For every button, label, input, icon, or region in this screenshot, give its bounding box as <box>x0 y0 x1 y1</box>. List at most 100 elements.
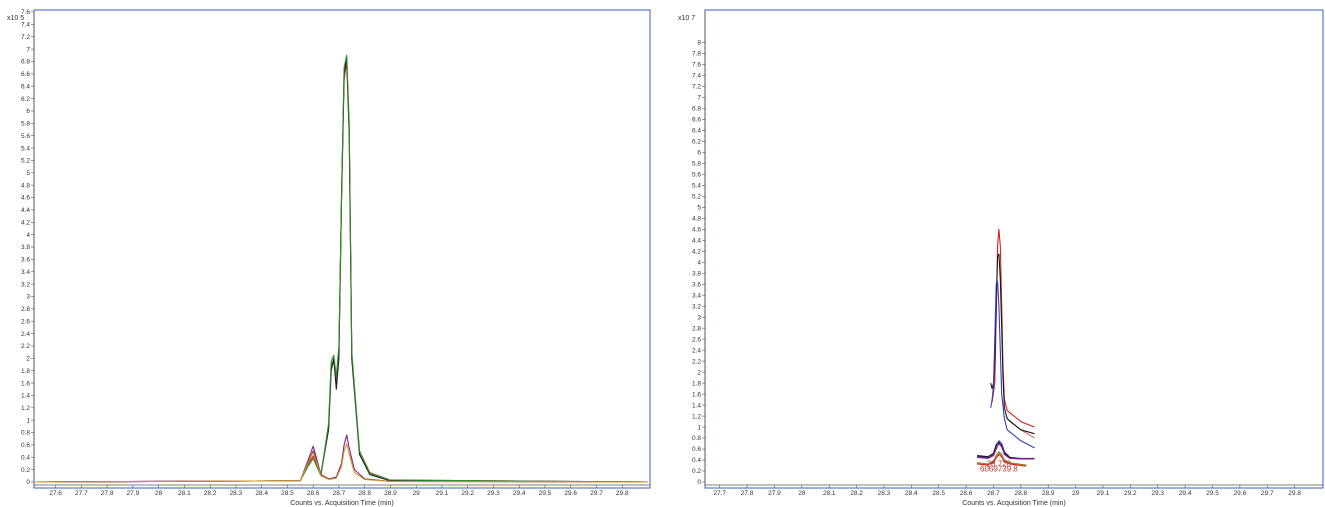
x-tick-label: 29.5 <box>1206 490 1219 497</box>
y-tick-label: 1.2 <box>692 413 701 420</box>
y-multiplier-label: x10 7 <box>678 15 695 22</box>
y-tick-label: 5.4 <box>21 145 30 152</box>
x-tick-label: 28.3 <box>878 490 891 497</box>
y-tick-label: 5.2 <box>692 194 701 201</box>
series-line-1 <box>991 228 1035 428</box>
y-tick-label: 6 <box>26 108 30 115</box>
y-tick-label: 1.4 <box>21 393 30 400</box>
y-tick-label: 2.4 <box>21 331 30 338</box>
series-line-3 <box>34 54 649 483</box>
y-tick-label: 4.6 <box>692 226 701 233</box>
y-tick-label: 0.6 <box>692 446 701 453</box>
y-tick-label: 0.8 <box>21 430 30 437</box>
y-tick-label: 6.4 <box>21 83 30 90</box>
x-tick-label: 29.7 <box>590 490 603 497</box>
y-multiplier-label: x10 5 <box>7 15 24 22</box>
y-tick-label: 7.8 <box>692 51 701 58</box>
y-tick-labels: 0 0.2 0.4 0.6 0.8 1 1.2 1.4 1.6 1.8 2 2.2 2.4 2.6 2.8 3… <box>692 40 705 486</box>
x-tick-label: 29.5 <box>539 490 552 497</box>
y-tick-label: 7.6 <box>692 62 701 69</box>
series-line-6 <box>976 441 1035 460</box>
y-tick-label: 6.2 <box>21 96 30 103</box>
x-tick-label: 27.8 <box>741 490 754 497</box>
y-tick-label: 5 <box>697 205 701 212</box>
y-tick-label: 3.6 <box>21 257 30 264</box>
x-axis-title: Counts vs. Acquisition Time (min) <box>962 500 1065 507</box>
x-tick-label: 29.6 <box>564 490 577 497</box>
y-tick-label: 2.2 <box>21 343 30 350</box>
y-tick-label: 0 <box>26 479 30 486</box>
y-tick-label: 7.4 <box>21 22 30 29</box>
y-tick-label: 3.4 <box>692 292 701 299</box>
y-tick-label: 3.4 <box>21 269 30 276</box>
peak-annotation-1: 28.720 <box>987 460 1012 469</box>
y-tick-label: 2 <box>26 356 30 363</box>
y-tick-label: 2.2 <box>692 358 701 365</box>
x-tick-label: 28.5 <box>932 490 945 497</box>
y-tick-label: 6.6 <box>21 71 30 78</box>
x-tick-label: 29.7 <box>1261 490 1274 497</box>
x-tick-labels: 27.6 27.7 27.8 27.9 28 28.1 28.2 28.3 28.4 28.5 28… <box>49 485 629 497</box>
peak-annotation-2: 6069739.8 <box>980 465 1018 474</box>
x-tick-label: 28.9 <box>384 490 397 497</box>
x-tick-label: 28.5 <box>281 490 294 497</box>
y-tick-label: 5.6 <box>21 133 30 140</box>
x-tick-label: 28.6 <box>960 490 973 497</box>
y-tick-label: 4.8 <box>692 215 701 222</box>
y-tick-label: 1.6 <box>21 380 30 387</box>
y-tick-label: 2.6 <box>692 336 701 343</box>
x-tick-label: 29.6 <box>1234 490 1247 497</box>
y-tick-label: 1 <box>26 417 30 424</box>
y-tick-label: 5.4 <box>692 183 701 190</box>
y-tick-label: 6.4 <box>692 128 701 135</box>
chart-right: 0 0.2 0.4 0.6 0.8 1 1.2 1.4 1.6 1.8 2 2.2 2.4 2.6 2.8 3… <box>678 9 1324 507</box>
x-tick-labels: 27.7 27.8 27.9 28 28.1 28.2 28.3 28.4 28.5 28.6 28… <box>713 485 1301 497</box>
y-tick-label: 4.4 <box>692 237 701 244</box>
y-tick-label: 3.2 <box>692 303 701 310</box>
x-tick-label: 29.8 <box>616 490 629 497</box>
y-tick-label: 5.6 <box>692 172 701 179</box>
y-tick-label: 5.8 <box>692 161 701 168</box>
x-tick-label: 28.7 <box>987 490 1000 497</box>
y-tick-label: 7 <box>26 46 30 53</box>
y-tick-label: 3.6 <box>692 281 701 288</box>
series-line-2 <box>34 57 649 483</box>
y-tick-label: 4.2 <box>21 219 30 226</box>
x-tick-label: 29.3 <box>487 490 500 497</box>
series-line-7 <box>976 442 1035 460</box>
y-tick-label: 7.2 <box>692 84 701 91</box>
y-tick-label: 1 <box>697 424 701 431</box>
y-tick-label: 3 <box>697 314 701 321</box>
x-tick-label: 28 <box>798 490 806 497</box>
series-group <box>976 228 1035 467</box>
x-axis-title: Counts vs. Acquisition Time (min) <box>290 500 393 507</box>
x-tick-label: 29.8 <box>1288 490 1301 497</box>
series-line-1 <box>34 60 649 483</box>
y-tick-label: 4.8 <box>21 182 30 189</box>
y-tick-label: 6.2 <box>692 139 701 146</box>
y-tick-label: 0.2 <box>692 468 701 475</box>
x-tick-label: 28.8 <box>1015 490 1028 497</box>
series-group <box>34 54 649 483</box>
chart-panel-right: 0 0.2 0.4 0.6 0.8 1 1.2 1.4 1.6 1.8 2 2.2 2.4 2.6 2.8 3… <box>672 0 1325 507</box>
y-tick-label: 3.2 <box>21 281 30 288</box>
series-line-4 <box>990 280 1035 449</box>
y-tick-label: 3 <box>26 294 30 301</box>
y-tick-label: 2 <box>697 369 701 376</box>
x-tick-label: 27.9 <box>127 490 140 497</box>
x-tick-label: 28.3 <box>230 490 243 497</box>
x-tick-label: 28.6 <box>307 490 320 497</box>
x-tick-label: 28.1 <box>823 490 836 497</box>
y-tick-label: 5 <box>26 170 30 177</box>
y-tick-label: 7.6 <box>21 9 30 16</box>
y-tick-label: 8 <box>697 40 701 47</box>
x-tick-label: 27.9 <box>768 490 781 497</box>
y-tick-label: 1.6 <box>692 391 701 398</box>
y-tick-label: 1.4 <box>692 402 701 409</box>
x-tick-label: 27.7 <box>75 490 88 497</box>
y-tick-label: 0.4 <box>692 457 701 464</box>
y-tick-label: 1.2 <box>21 405 30 412</box>
x-tick-label: 29 <box>413 490 421 497</box>
y-tick-labels: 0 0.2 0.4 0.6 0.8 1 1.2 1.4 1.6 1.8 2 2.2 2.4 2.6 2.8 3… <box>21 9 34 486</box>
y-tick-label: 1.8 <box>21 368 30 375</box>
